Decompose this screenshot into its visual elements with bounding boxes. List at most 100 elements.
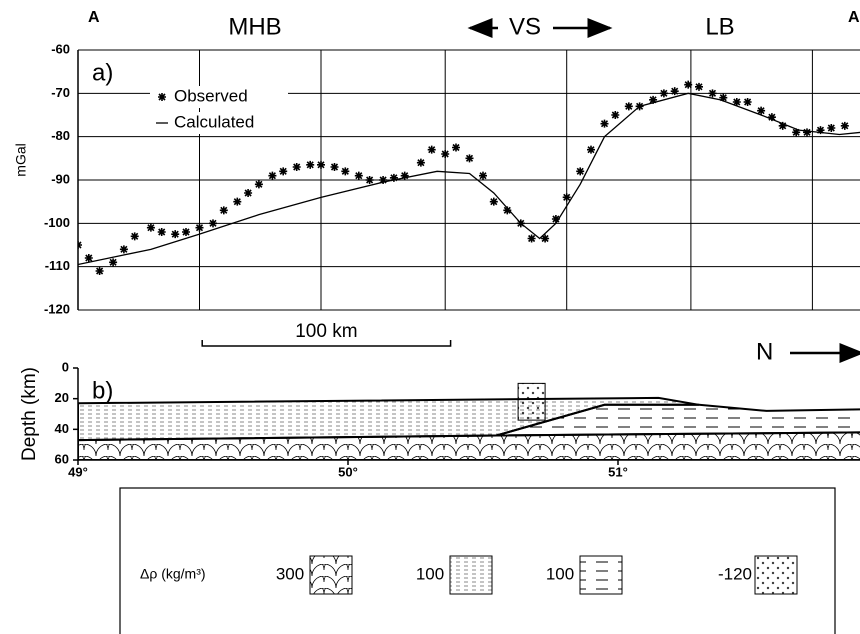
x-tick-label: 49° (68, 464, 88, 479)
y-axis-label: Depth (km) (19, 367, 40, 461)
observed-point (489, 197, 498, 206)
observed-point (527, 234, 536, 243)
x-tick-label: 51° (608, 464, 628, 479)
observed-point (292, 163, 301, 171)
observed-point (95, 267, 104, 275)
scale-bar-label: 100 km (295, 321, 357, 342)
observed-point (441, 150, 450, 158)
legend-swatch (449, 555, 493, 595)
observed-point (389, 173, 398, 182)
panel-label: a) (92, 59, 113, 86)
observed-point (219, 206, 228, 215)
observed-point (354, 171, 363, 180)
observed-point (816, 126, 825, 135)
observed-point (400, 171, 409, 180)
y-tick-label: -100 (44, 215, 70, 230)
observed-point (840, 121, 849, 130)
observed-point (84, 254, 93, 262)
observed-point (767, 113, 776, 122)
observed-point (268, 171, 277, 180)
annotation: A (88, 9, 100, 26)
observed-point (743, 98, 752, 106)
observed-point (562, 193, 571, 202)
legend-box (119, 487, 836, 634)
observed-point (803, 128, 811, 137)
y-tick-label: -70 (51, 85, 70, 100)
observed-point (427, 145, 436, 154)
observed-point (233, 197, 242, 206)
observed-point (209, 219, 217, 228)
observed-point (171, 230, 180, 239)
observed-point (576, 167, 585, 176)
y-tick-label: -60 (51, 41, 70, 56)
observed-point (130, 232, 139, 241)
observed-point (109, 258, 118, 267)
observed-point (119, 245, 128, 254)
observed-point (244, 189, 253, 197)
observed-point (452, 143, 460, 152)
observed-point (254, 180, 263, 189)
observed-point (732, 98, 741, 106)
y-tick-label: 0 (62, 359, 69, 374)
observed-point (551, 215, 560, 223)
observed-point (317, 160, 325, 169)
observed-point (78, 241, 82, 249)
observed-point (416, 158, 425, 167)
annotation: VS (509, 13, 541, 40)
observed-point (792, 128, 801, 137)
panel-label: b) (92, 377, 113, 404)
observed-point (465, 154, 474, 163)
y-axis-label: mGal (13, 143, 29, 176)
legend-swatch (309, 555, 353, 595)
observed-point (708, 89, 717, 98)
observed-point (649, 95, 658, 104)
observed-point (659, 89, 668, 98)
observed-point (541, 234, 550, 243)
legend-bg (150, 112, 288, 134)
legend-label: 100 (416, 564, 444, 583)
legend-swatch (579, 555, 623, 595)
observed-point (670, 87, 679, 96)
observed-point (757, 106, 766, 115)
observed-point (157, 228, 166, 236)
legend-label: Calculated (174, 112, 254, 131)
annotation: MHB (228, 13, 281, 40)
calculated-line (78, 92, 860, 266)
observed-point (827, 124, 836, 132)
observed-point (479, 171, 487, 180)
observed-point (379, 176, 388, 184)
observed-point (146, 223, 155, 232)
legend-swatch (754, 555, 798, 595)
observed-point (306, 160, 315, 169)
density-body (496, 403, 860, 437)
y-tick-label: -110 (45, 258, 70, 273)
y-tick-label: -80 (51, 128, 70, 143)
annotation: LB (705, 13, 734, 40)
observed-point (778, 121, 787, 130)
y-tick-label: -90 (51, 171, 70, 186)
x-tick-label: 50° (338, 464, 358, 479)
observed-point (195, 223, 204, 232)
y-tick-label: 60 (55, 451, 69, 466)
observed-point (503, 206, 512, 215)
legend-marker (158, 93, 166, 101)
observed-point (624, 102, 633, 111)
observed-point (719, 93, 728, 102)
annotation: A' (848, 9, 860, 26)
legend-bg (150, 86, 288, 108)
observed-point (600, 119, 609, 128)
observed-point (330, 163, 339, 171)
legend-title: Δρ (kg/m³) (140, 566, 206, 582)
observed-point (182, 228, 190, 236)
legend-label: Observed (174, 86, 248, 105)
observed-point (695, 82, 703, 91)
observed-point (587, 145, 595, 154)
density-body (517, 382, 546, 421)
legend-label: 300 (276, 564, 304, 583)
legend-label: 100 (546, 564, 574, 583)
observed-point (611, 111, 620, 119)
observed-point (684, 80, 693, 89)
legend-label: -120 (718, 564, 752, 583)
